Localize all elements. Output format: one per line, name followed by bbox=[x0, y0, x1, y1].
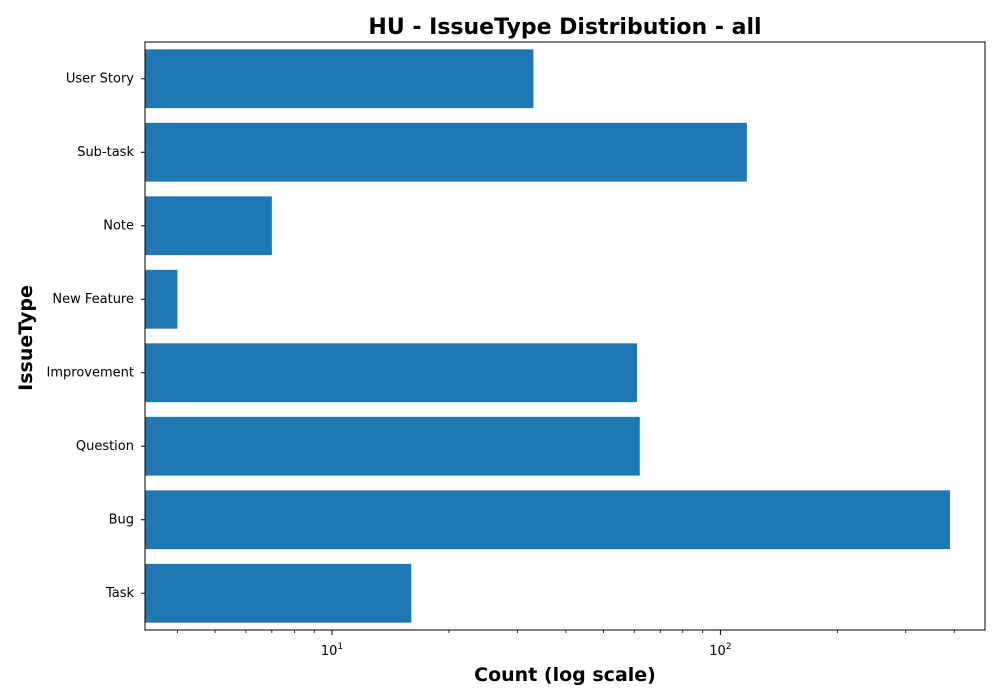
y-tick-label: User Story bbox=[66, 71, 134, 86]
x-tick-label: 102 bbox=[709, 642, 731, 659]
bar-sub-task bbox=[145, 122, 747, 182]
y-tick-label: Note bbox=[103, 218, 134, 233]
y-tick-label: Bug bbox=[109, 512, 134, 527]
plot-frame bbox=[144, 41, 986, 631]
x-axis-ticks: 101 102 bbox=[177, 630, 955, 659]
y-axis-label: IssueType bbox=[15, 285, 37, 391]
bar-note bbox=[145, 196, 272, 256]
y-tick-label: Improvement bbox=[47, 365, 134, 380]
x-tick-exponent: 1 bbox=[337, 642, 343, 652]
x-axis-label: Count (log scale) bbox=[474, 664, 656, 686]
bars-group bbox=[145, 49, 950, 623]
y-tick-label: Sub-task bbox=[77, 145, 134, 160]
x-tick-label: 101 bbox=[321, 642, 343, 659]
bar-question bbox=[145, 416, 640, 476]
bar-new-feature bbox=[145, 269, 178, 329]
bar-user-story bbox=[145, 49, 534, 109]
x-tick-exponent: 2 bbox=[726, 642, 732, 652]
bar-task bbox=[145, 563, 412, 623]
y-tick-label: New Feature bbox=[52, 292, 134, 307]
y-tick-label: Question bbox=[76, 439, 134, 454]
x-tick-base: 10 bbox=[321, 644, 338, 659]
chart-title: HU - IssueType Distribution - all bbox=[368, 15, 761, 40]
bar-improvement bbox=[145, 343, 638, 403]
y-axis-ticks: Task Bug Question Improvement New Feature Not… bbox=[47, 71, 145, 601]
bar-bug bbox=[145, 490, 950, 550]
y-tick-label: Task bbox=[105, 586, 135, 601]
x-tick-base: 10 bbox=[709, 644, 726, 659]
